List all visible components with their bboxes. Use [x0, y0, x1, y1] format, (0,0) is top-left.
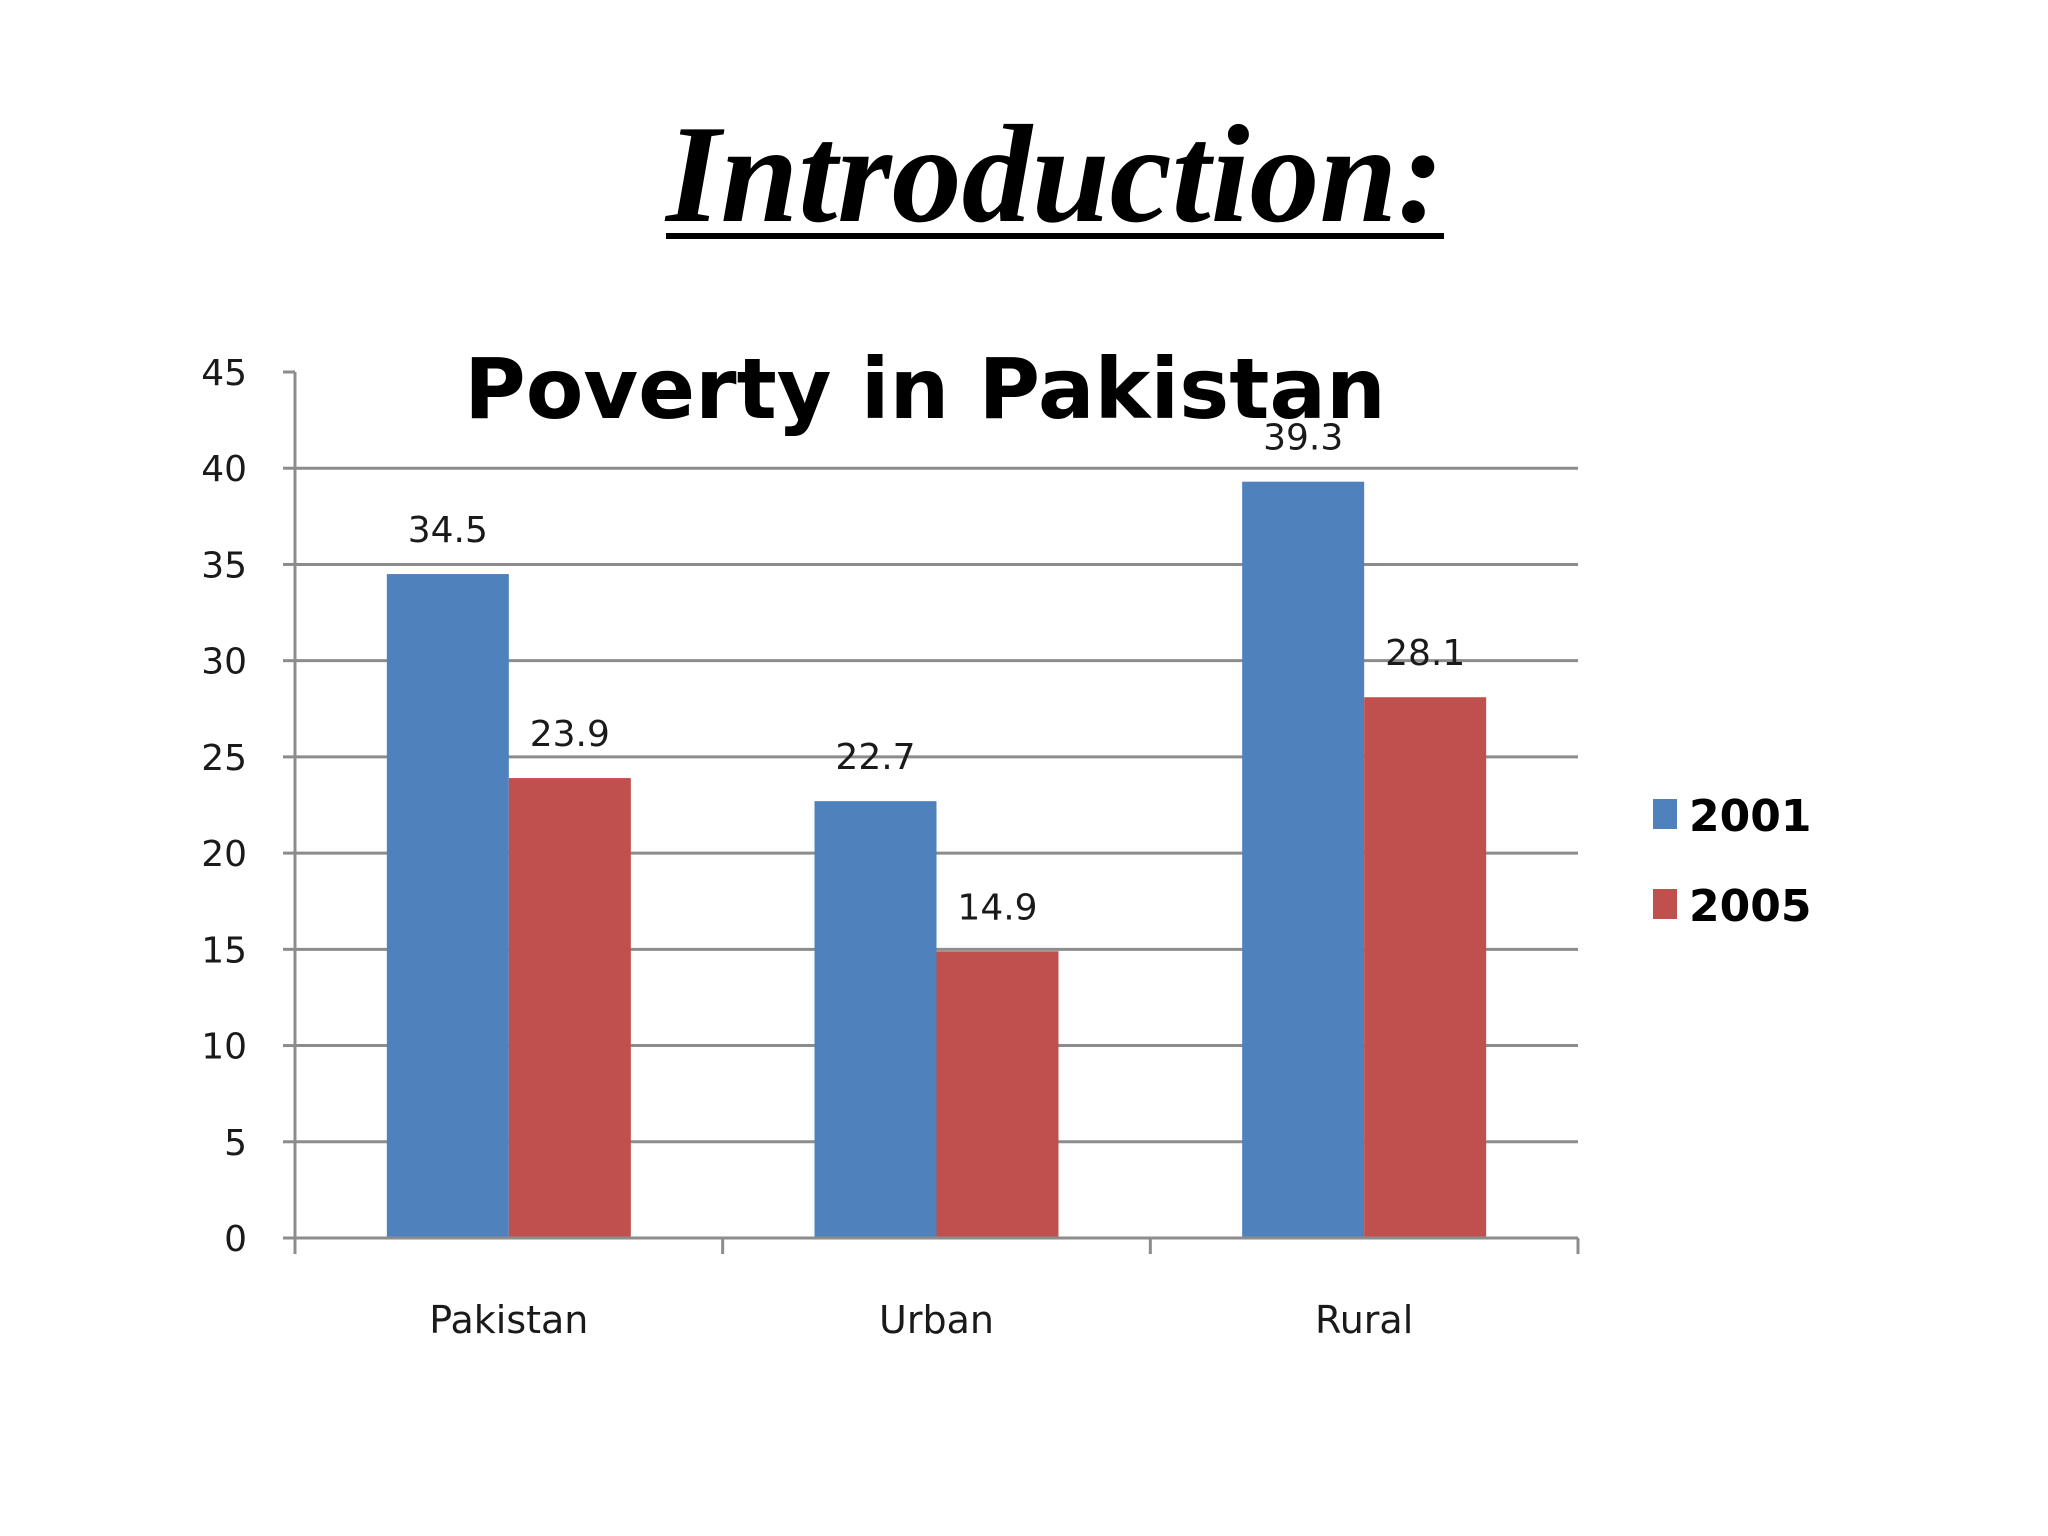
category-label: Urban: [879, 1298, 994, 1342]
legend-swatch: [1653, 889, 1677, 919]
y-tick-label: 25: [201, 738, 247, 779]
slide-title: Introduction:: [666, 97, 1444, 252]
labels: 0 5 10 15 20 25 30 35 40 45 Pakistan 34.5 23.9 Urban 2…: [201, 353, 1465, 1342]
bars: [386, 481, 1487, 1238]
bar: [1242, 481, 1365, 1238]
y-tick-label: 30: [201, 642, 247, 683]
bar: [1364, 697, 1487, 1238]
y-tick-label: 45: [201, 353, 247, 394]
data-label: 23.9: [530, 714, 610, 755]
category-label: Rural: [1315, 1298, 1413, 1342]
legend-label: 2005: [1689, 881, 1811, 932]
legend-swatch: [1653, 799, 1677, 829]
category-label: Pakistan: [429, 1298, 588, 1342]
data-label: 28.1: [1385, 633, 1465, 674]
chart-title: Poverty in Pakistan: [464, 340, 1386, 438]
bar: [814, 801, 937, 1238]
y-tick-label: 5: [224, 1123, 247, 1164]
data-label: 39.3: [1263, 418, 1343, 459]
y-tick-label: 35: [201, 545, 247, 586]
bar: [508, 778, 631, 1238]
y-tick-label: 0: [224, 1219, 247, 1260]
data-label: 34.5: [408, 510, 488, 551]
legend-label: 2001: [1689, 791, 1811, 842]
legend: 2001 2005: [1653, 791, 1811, 932]
axes: [283, 370, 1580, 1254]
bar: [936, 951, 1059, 1238]
y-tick-label: 15: [201, 930, 247, 971]
y-tick-label: 40: [201, 449, 247, 490]
y-tick-label: 10: [201, 1027, 247, 1068]
data-label: 14.9: [957, 887, 1037, 928]
data-label: 22.7: [835, 737, 915, 778]
bar: [386, 574, 509, 1238]
y-tick-label: 20: [201, 834, 247, 875]
